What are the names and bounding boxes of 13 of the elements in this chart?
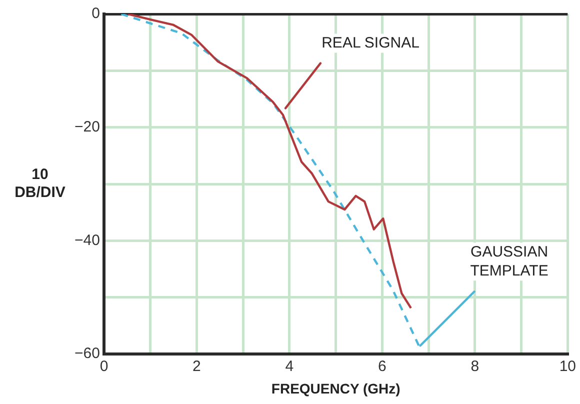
x-tick-label: 6 — [378, 358, 386, 376]
x-tick-label: 2 — [192, 358, 201, 376]
y-axis-title: 10 DB/DIV — [14, 166, 66, 202]
x-tick-label: 4 — [285, 358, 294, 376]
x-tick-label: 8 — [470, 358, 480, 376]
x-axis-title: FREQUENCY (GHz) — [271, 380, 400, 396]
annotation: REAL SIGNAL — [322, 34, 420, 52]
x-tick-label: 10 — [559, 358, 576, 376]
y-tick-label: 0 — [92, 5, 100, 22]
y-tick-label: −60 — [74, 345, 100, 362]
y-tick-label: −40 — [74, 232, 100, 249]
annotation: GAUSSIAN TEMPLATE — [470, 243, 548, 280]
y-tick-label: −20 — [74, 118, 100, 136]
